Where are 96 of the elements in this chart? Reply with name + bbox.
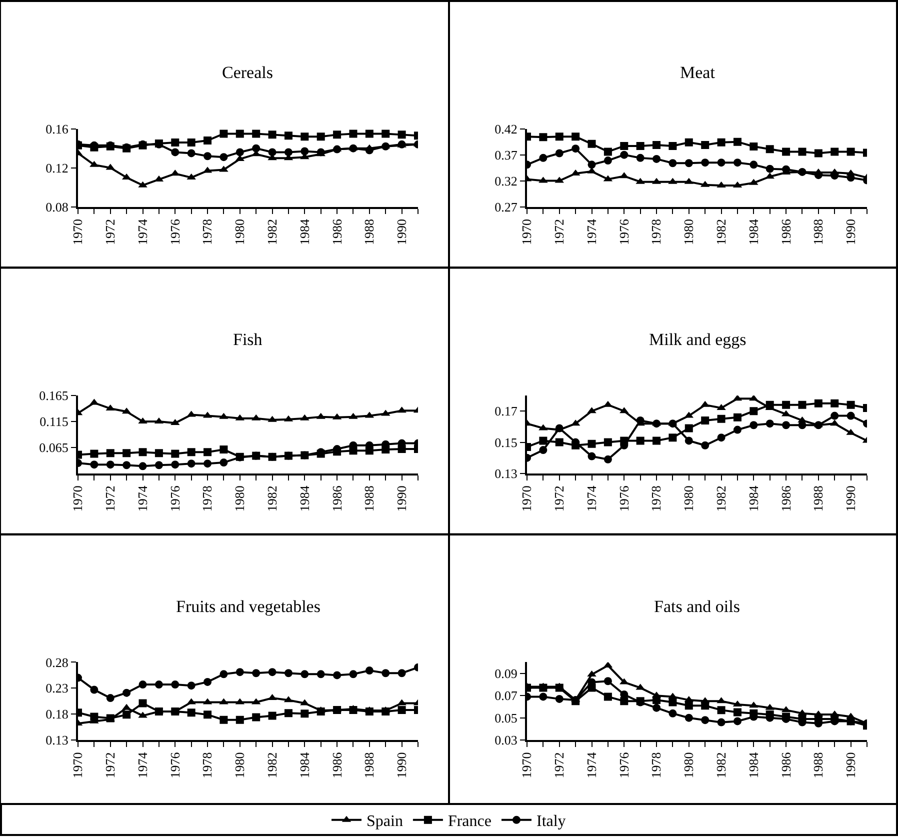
x-tick-label: 1980 [681,486,696,512]
x-tick-label: 1970 [70,752,86,778]
x-tick-label: 1982 [714,486,729,512]
y-tick-label: 0.115 [40,414,68,430]
x-tick-label: 1984 [296,752,312,778]
y-tick-label: 0.065 [39,440,68,456]
x-tick-label: 1990 [394,752,410,778]
x-tick-label: 1988 [810,752,826,778]
x-tick-label: 1988 [810,486,826,512]
chart-title: Cereals [222,63,273,82]
y-tick-label: 0.03 [494,732,518,748]
chart-title: Milk and eggs [649,330,746,349]
y-tick-label: 0.13 [494,466,518,481]
x-tick-label: 1970 [519,218,534,245]
legend-label: Spain [366,813,403,830]
y-tick-label: 0.28 [46,654,68,670]
x-tick-label: 1988 [362,486,377,512]
y-tick-label: 0.27 [494,199,518,214]
chart-title: Fats and oils [654,597,740,616]
x-tick-label: 1986 [329,485,344,512]
x-tick-label: 1978 [648,486,664,512]
x-tick-label: 1970 [70,486,86,512]
x-tick-label: 1984 [746,218,761,245]
x-tick-label: 1976 [616,218,632,245]
y-tick-label: 0.42 [494,121,518,136]
x-tick-label: 1974 [134,218,150,245]
x-tick-label: 1982 [264,486,280,512]
legend-label: Italy [536,813,566,830]
x-tick-label: 1990 [394,486,410,512]
x-tick-label: 1986 [778,218,794,245]
x-tick-label: 1982 [264,218,280,245]
x-tick-label: 1974 [584,218,599,245]
x-tick-label: 1978 [200,486,215,512]
x-tick-label: 1986 [329,218,344,245]
x-tick-label: 1982 [714,218,729,245]
x-tick-label: 1976 [167,752,182,778]
x-tick-label: 1978 [648,752,664,778]
x-tick-label: 1976 [616,752,632,778]
x-tick-label: 1986 [329,752,344,778]
x-tick-label: 1972 [552,752,567,778]
chart-title: Meat [680,63,716,82]
x-tick-label: 1990 [394,218,410,245]
x-tick-label: 1984 [746,485,761,512]
y-tick-label: 0.16 [46,121,69,136]
x-tick-label: 1976 [167,485,182,512]
x-tick-label: 1980 [232,486,248,512]
y-tick-label: 0.37 [494,147,518,162]
y-tick-label: 0.32 [494,173,518,188]
x-tick-label: 1984 [296,485,312,512]
x-tick-label: 1986 [778,485,794,512]
x-tick-label: 1970 [519,486,534,512]
x-tick-label: 1980 [681,218,696,245]
chart-title: Fruits and vegetables [176,597,320,616]
x-tick-label: 1980 [232,218,248,245]
x-tick-label: 1978 [200,218,215,245]
x-tick-label: 1980 [681,752,696,778]
x-tick-label: 1976 [616,485,632,512]
x-tick-label: 1972 [552,218,567,245]
x-tick-label: 1986 [778,752,794,778]
x-tick-label: 1976 [167,218,182,245]
y-tick-label: 0.18 [46,706,68,722]
y-tick-label: 0.15 [494,434,518,450]
x-tick-label: 1978 [200,752,215,778]
x-tick-label: 1974 [584,752,599,778]
x-tick-label: 1984 [746,752,761,778]
y-tick-label: 0.165 [39,388,68,404]
x-tick-label: 1990 [843,752,858,778]
x-tick-label: 1980 [232,752,248,778]
y-tick-label: 0.17 [494,404,518,419]
x-tick-label: 1988 [362,752,377,778]
x-tick-label: 1984 [296,218,312,245]
x-tick-label: 1972 [552,486,567,512]
x-tick-label: 1970 [70,218,86,245]
x-tick-label: 1972 [102,752,118,778]
y-tick-label: 0.05 [494,710,518,726]
x-tick-label: 1988 [810,218,826,245]
x-tick-label: 1982 [714,752,729,778]
y-tick-label: 0.08 [46,199,68,214]
chart-title: Fish [233,330,263,349]
y-tick-label: 0.13 [46,732,68,748]
x-tick-label: 1978 [648,218,664,245]
y-tick-label: 0.23 [46,680,68,696]
x-tick-label: 1990 [843,218,858,245]
x-tick-label: 1970 [519,752,534,778]
x-tick-label: 1972 [102,218,118,245]
x-tick-label: 1972 [102,486,118,512]
x-tick-label: 1974 [134,752,150,778]
x-tick-label: 1988 [362,218,377,245]
legend-label: France [448,813,492,830]
x-tick-label: 1974 [584,485,599,512]
y-tick-label: 0.07 [494,688,518,704]
y-tick-label: 0.12 [46,160,68,176]
x-tick-label: 1990 [843,486,858,512]
y-tick-label: 0.09 [494,666,518,681]
x-tick-label: 1974 [134,485,150,512]
x-tick-label: 1982 [264,752,280,778]
